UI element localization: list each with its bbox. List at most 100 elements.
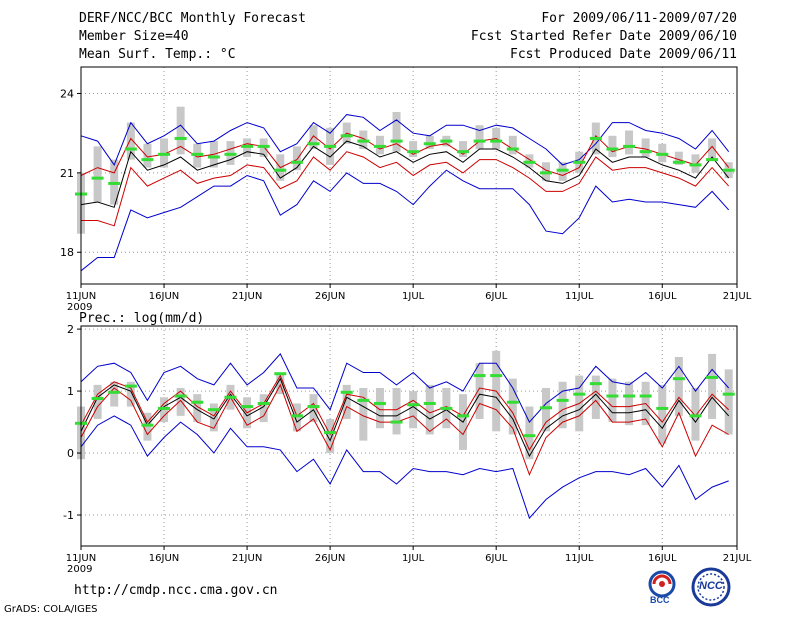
spread-box — [508, 378, 517, 435]
ensemble-marker — [689, 414, 702, 418]
spread-box — [143, 412, 152, 441]
x-tick-label: 21JUN — [232, 553, 262, 564]
ensemble-marker — [174, 394, 187, 398]
ensemble-marker — [490, 374, 503, 378]
prec-variable-label: Prec.: log(mm/d) — [79, 311, 205, 326]
bcc-logo-text: BCC — [650, 595, 670, 605]
ensemble-marker — [407, 403, 420, 407]
ensemble-marker — [656, 406, 669, 410]
spread-box — [292, 146, 301, 171]
ensemble-marker — [506, 400, 519, 404]
ensemble-marker — [274, 372, 287, 376]
ensemble-marker — [407, 150, 420, 154]
spread-box — [525, 406, 534, 460]
spread-box — [475, 363, 484, 419]
ensemble-marker — [257, 144, 270, 148]
spread-box — [392, 111, 401, 152]
spread-box — [326, 418, 335, 454]
x-tick-label: 21JUL — [723, 553, 752, 564]
ensemble-marker — [207, 408, 220, 412]
ensemble-marker — [357, 139, 370, 143]
ensemble-marker — [456, 414, 469, 418]
spread-box — [691, 387, 700, 441]
ensemble-marker — [174, 136, 187, 140]
spread-box — [193, 394, 202, 423]
x-tick-label: 11JUN — [66, 291, 96, 302]
ensemble-marker — [390, 420, 403, 424]
spread-box — [708, 138, 717, 160]
series-upper-line — [80, 132, 730, 177]
ensemble-marker — [423, 142, 436, 146]
x-tick-label: 16JUL — [648, 291, 677, 302]
ensemble-marker — [440, 139, 453, 143]
ensemble-marker — [656, 152, 669, 156]
ensemble-marker — [191, 152, 204, 156]
ensemble-marker — [158, 152, 171, 156]
ensemble-marker — [523, 160, 536, 164]
y-tick-label: 0 — [67, 447, 74, 460]
x-tick-label: 16JUN — [149, 553, 179, 564]
footer-url[interactable]: http://cmdp.ncc.cma.gov.cn — [74, 583, 278, 598]
ensemble-marker — [124, 147, 137, 151]
ensemble-marker — [390, 139, 403, 143]
series-upper-line — [80, 374, 730, 451]
spread-box — [425, 384, 434, 435]
ensemble-marker — [606, 147, 619, 151]
grads-credit: GrADS: COLA/IGES — [4, 604, 98, 615]
series-max-line — [80, 114, 730, 166]
bcc-logo: BCC — [640, 568, 684, 608]
ensemble-marker — [473, 374, 486, 378]
ensemble-marker — [639, 150, 652, 154]
x-tick-label: 16JUN — [149, 291, 179, 302]
ensemble-marker — [241, 144, 254, 148]
ncc-logo: NCC — [690, 566, 732, 608]
ensemble-marker — [91, 176, 104, 180]
ensemble-marker — [158, 406, 171, 410]
ensemble-marker — [706, 158, 719, 162]
spread-box — [176, 387, 185, 416]
spread-box — [708, 353, 717, 419]
ensemble-marker — [672, 377, 685, 381]
spread-box — [542, 387, 551, 432]
series-max-line — [80, 353, 730, 423]
ensemble-marker — [224, 152, 237, 156]
spread-box — [110, 381, 119, 407]
x-tick-year-label: 2009 — [67, 302, 92, 313]
ensemble-marker — [108, 390, 121, 394]
spread-box — [375, 387, 384, 429]
y-tick-label: 24 — [60, 87, 74, 100]
ensemble-marker — [672, 160, 685, 164]
spread-box — [608, 135, 617, 157]
ensemble-marker — [91, 397, 104, 401]
x-tick-label: 6JUL — [485, 553, 508, 564]
x-tick-label: 21JUN — [232, 291, 262, 302]
bcc-logo-icon — [648, 570, 676, 598]
ensemble-marker — [373, 401, 386, 405]
x-tick-label: 11JUN — [66, 553, 96, 564]
series-min-line — [80, 415, 729, 520]
plot-frame — [80, 66, 738, 285]
y-tick-label: -1 — [63, 509, 74, 522]
spread-box — [641, 138, 650, 157]
ensemble-marker — [706, 375, 719, 379]
spread-box — [342, 384, 351, 419]
x-tick-label: 26JUN — [315, 553, 345, 564]
ensemble-marker — [540, 171, 553, 175]
ensemble-marker — [191, 400, 204, 404]
spread-box — [625, 381, 634, 426]
x-tick-label: 21JUL — [723, 291, 752, 302]
ensemble-marker — [573, 160, 586, 164]
produced-date: Fcst Produced Date 2009/06/11 — [510, 47, 737, 62]
spread-box — [359, 387, 368, 441]
x-tick-label: 16JUL — [648, 553, 677, 564]
ensemble-marker — [490, 139, 503, 143]
ensemble-marker — [274, 168, 287, 172]
x-tick-label: 1JUL — [402, 291, 425, 302]
spread-box — [591, 375, 600, 419]
spread-box — [674, 151, 683, 165]
spread-box — [176, 106, 185, 155]
variable-label: Mean Surf. Temp.: °C — [79, 47, 236, 62]
spread-box — [558, 381, 567, 429]
ensemble-marker — [456, 150, 469, 154]
